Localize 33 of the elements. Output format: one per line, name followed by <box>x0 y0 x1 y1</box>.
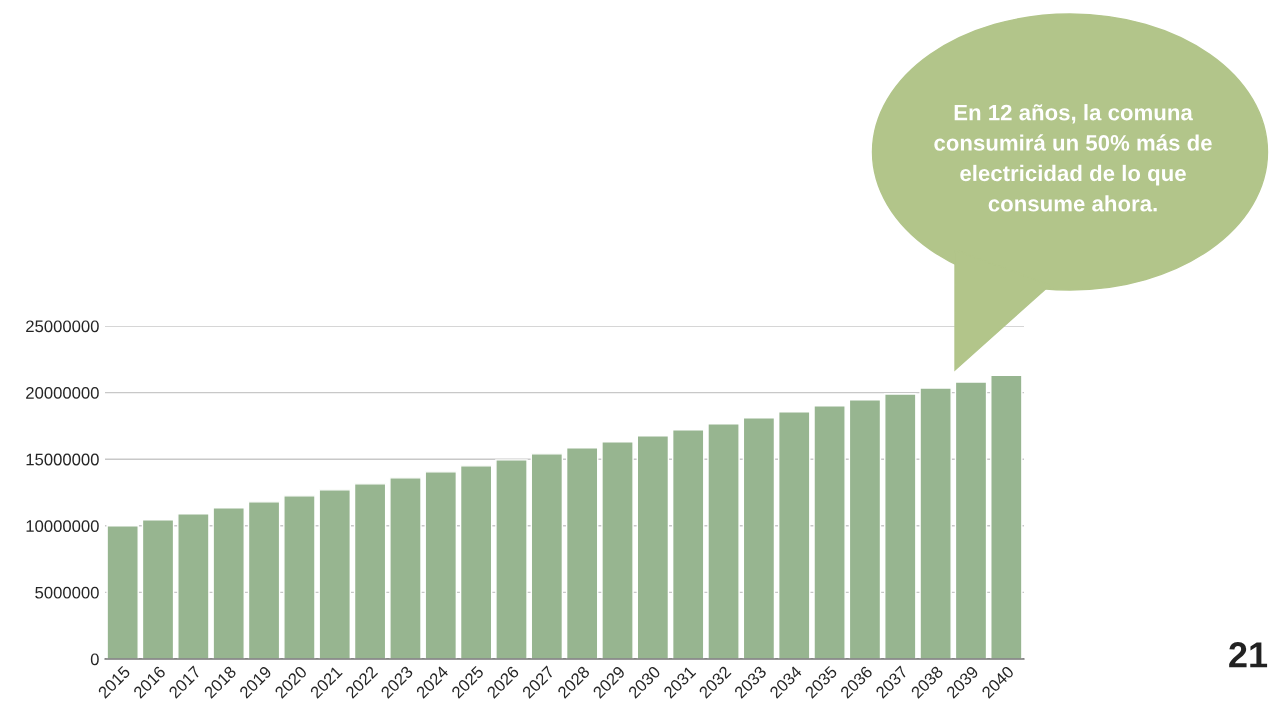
bar <box>318 489 351 659</box>
bar <box>813 405 846 659</box>
text: 21 <box>1229 642 1268 668</box>
bar <box>671 429 705 659</box>
bar <box>353 483 387 659</box>
y-tick-label: 10000000 <box>26 520 99 532</box>
y-tick-label: 5000000 <box>35 586 99 599</box>
bar <box>106 525 139 659</box>
bar <box>530 453 564 659</box>
bar <box>778 411 811 659</box>
bar <box>601 441 634 659</box>
y-tick-label: 20000000 <box>26 387 99 399</box>
bar <box>954 381 988 659</box>
y-tick-label: 0 <box>90 653 99 666</box>
y-tick-label: 15000000 <box>26 453 99 466</box>
y-tick-label: 25000000 <box>26 320 99 333</box>
bar <box>495 459 528 659</box>
bar <box>459 465 493 659</box>
bar <box>636 435 670 659</box>
bar <box>247 501 281 659</box>
bar <box>283 495 316 659</box>
bar <box>141 519 175 659</box>
bar <box>565 447 599 659</box>
bar <box>919 387 952 659</box>
bar <box>742 417 776 659</box>
bar <box>424 471 458 659</box>
bar <box>848 399 882 659</box>
bar <box>707 423 740 659</box>
bar <box>177 513 210 659</box>
text: En 12 años, la comuna consumirá un 50% más de electricidad de lo que consume ahora. <box>934 104 1212 212</box>
bar <box>212 507 245 659</box>
bar <box>389 477 422 659</box>
bar <box>884 393 917 659</box>
